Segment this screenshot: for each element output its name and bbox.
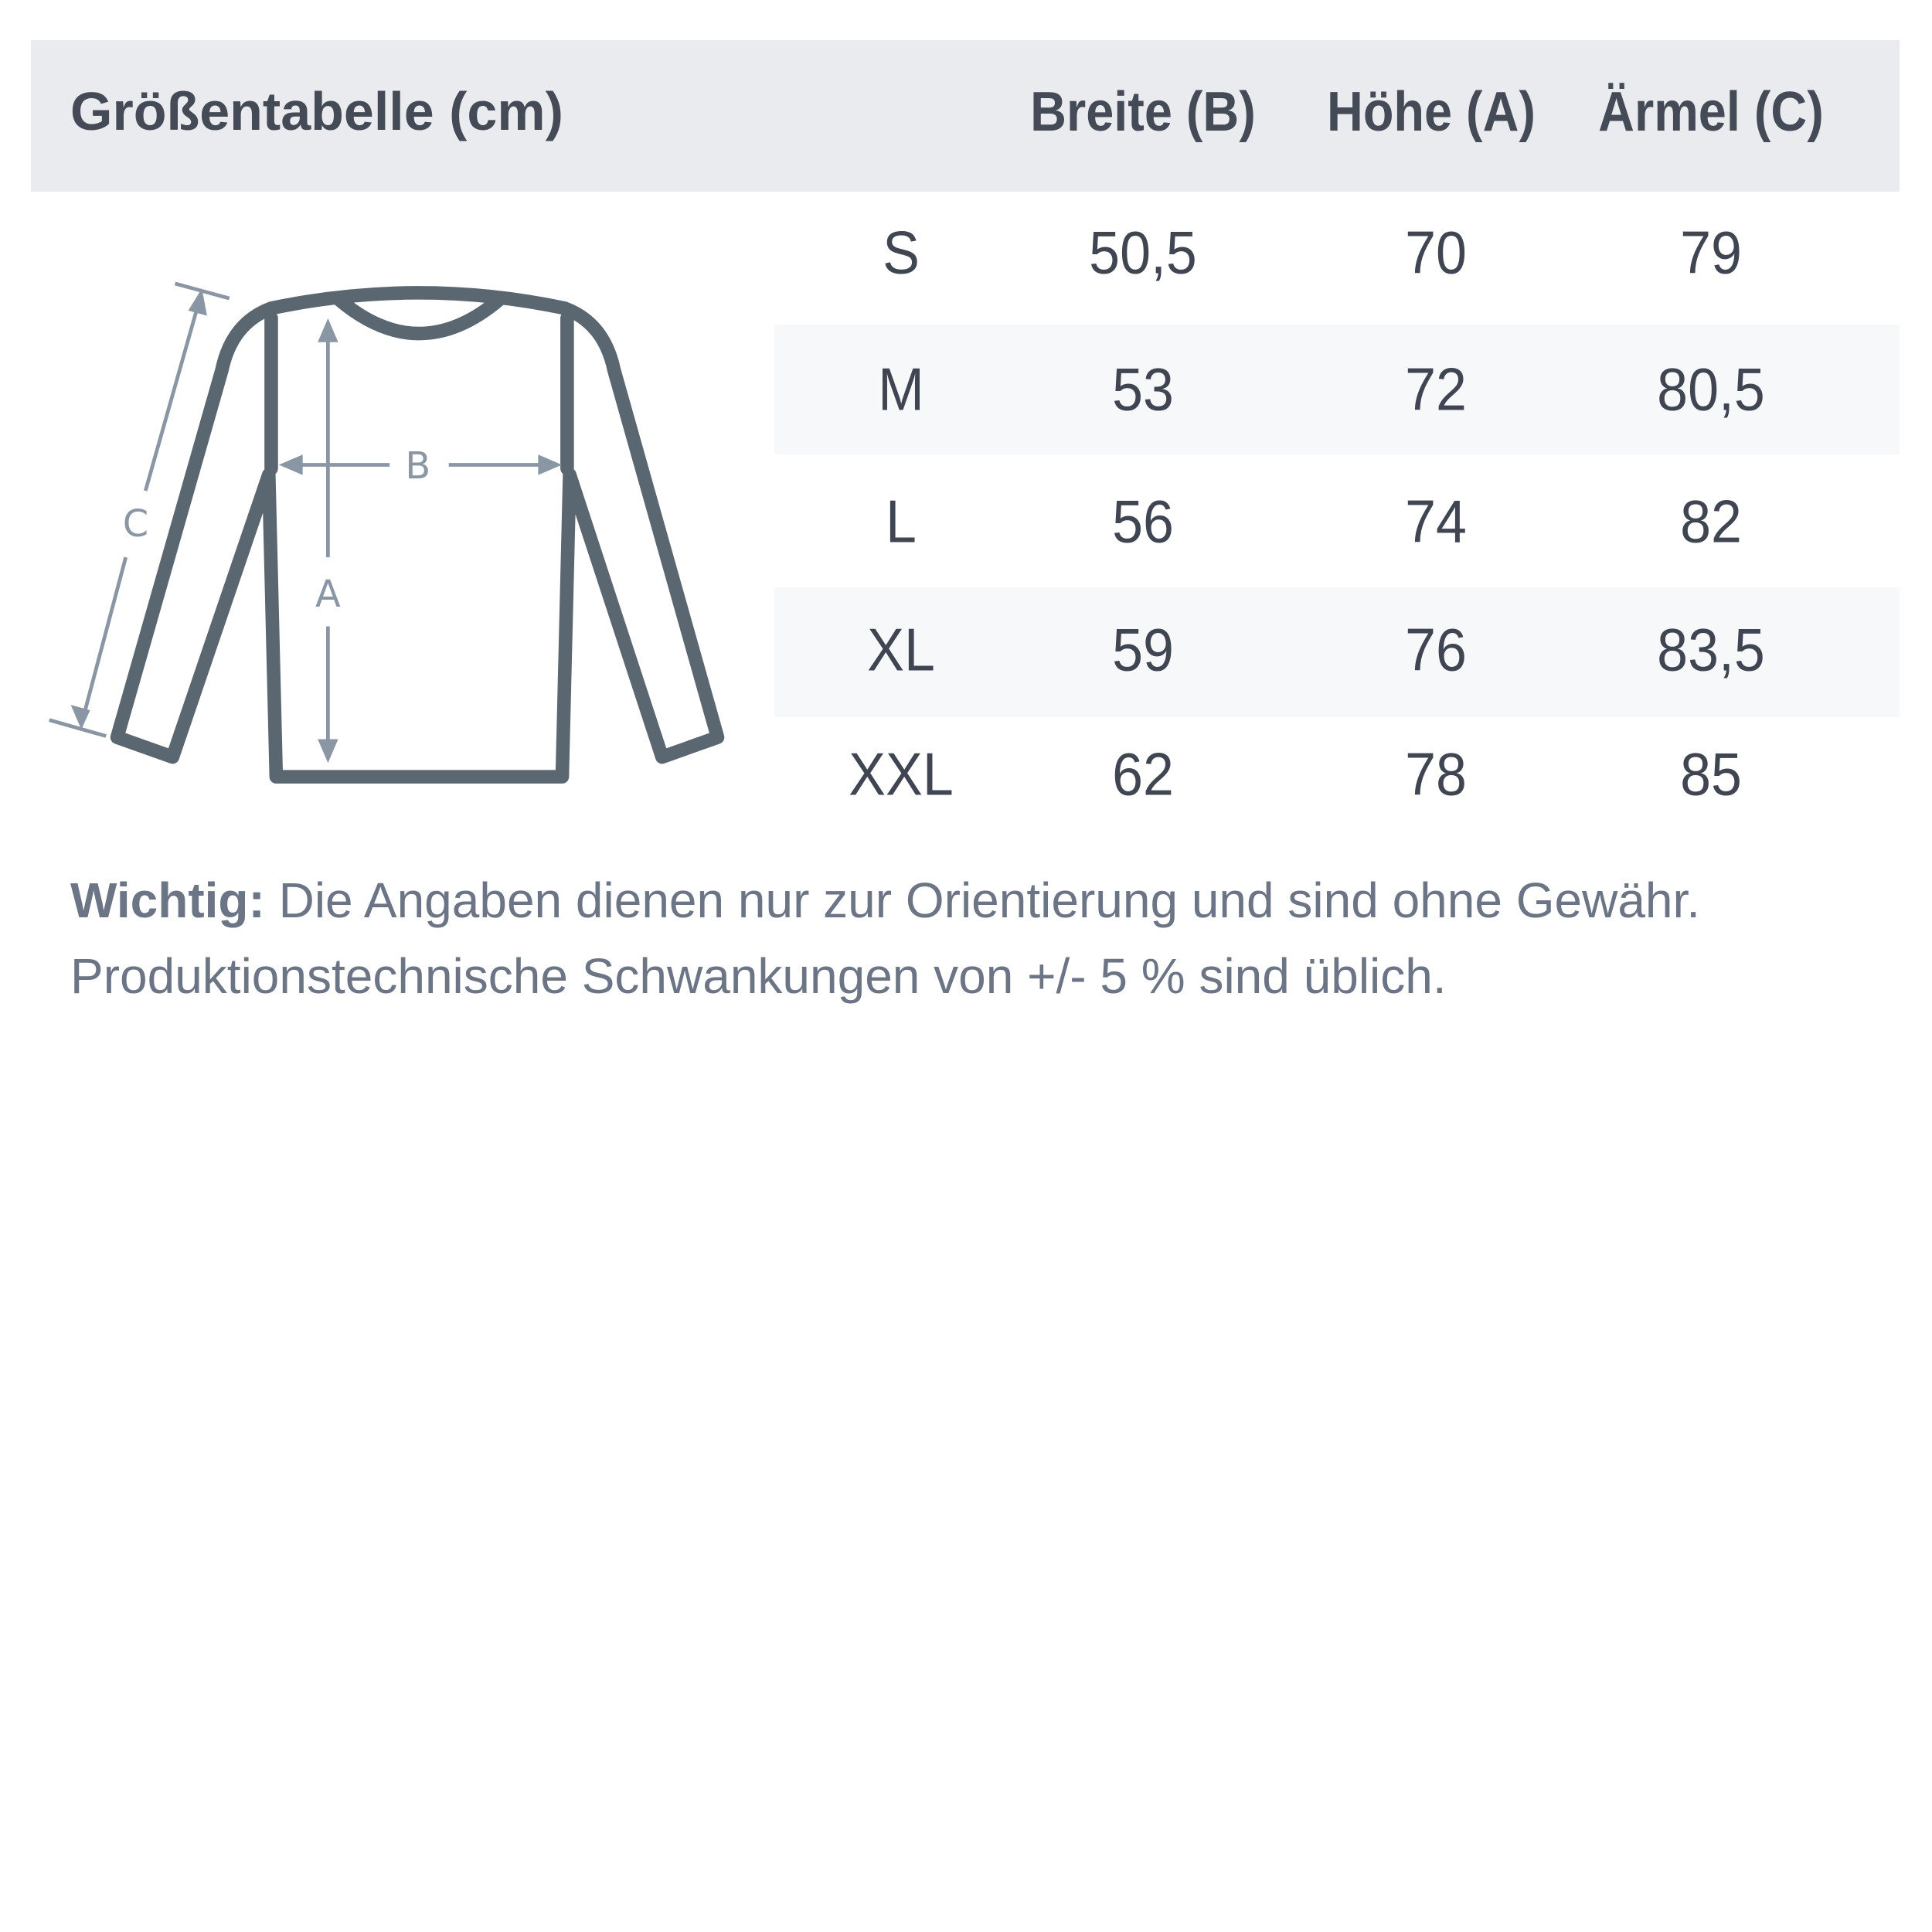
row-stripe-m (774, 325, 1900, 454)
cell-hoehe: 78 (1405, 740, 1467, 808)
cell-breite: 50,5 (1089, 218, 1197, 287)
sweater-outline (110, 286, 725, 784)
page-title: Größentabelle (cm) (70, 81, 563, 141)
tick-mark (174, 281, 230, 301)
arrow-head-icon (318, 739, 338, 764)
size-label: M (878, 355, 924, 423)
arrow-head-icon (538, 454, 563, 475)
size-label: L (886, 487, 917, 556)
note-line-1: Wichtig: Die Angaben dienen nur zur Orie… (70, 872, 1700, 929)
arrow-head-icon (188, 288, 207, 316)
note-text-1: Die Angaben dienen nur zur Orientierung … (264, 872, 1701, 928)
label-a: A (315, 573, 341, 616)
cell-aermel: 83,5 (1657, 615, 1765, 684)
cell-aermel: 79 (1680, 218, 1742, 287)
arrow-head-icon (318, 318, 338, 342)
cell-breite: 62 (1112, 740, 1174, 808)
cell-hoehe: 76 (1405, 615, 1467, 684)
column-header-hoehe: Höhe (A) (1327, 81, 1536, 143)
column-header-aermel: Ärmel (C) (1598, 81, 1824, 143)
cell-breite: 53 (1112, 355, 1174, 423)
column-header-breite: Breite (B) (1030, 81, 1256, 143)
arrow-head-icon (70, 705, 90, 730)
note-line-2: Produktionstechnische Schwankungen von +… (70, 948, 1447, 1004)
cell-hoehe: 72 (1405, 355, 1467, 423)
label-c: C (123, 503, 148, 546)
arrow-c-top (143, 302, 201, 492)
note-bold-label: Wichtig: (70, 872, 265, 928)
cell-aermel: 80,5 (1657, 355, 1765, 423)
tick-mark (49, 718, 107, 738)
cell-breite: 56 (1112, 487, 1174, 556)
row-stripe-xl (774, 587, 1900, 717)
cell-breite: 59 (1112, 615, 1174, 684)
arrow-c-bottom (82, 556, 128, 716)
measure-arrows (49, 281, 563, 764)
arrow-head-icon (278, 454, 303, 475)
label-b: B (405, 445, 430, 488)
cell-aermel: 85 (1680, 740, 1742, 808)
size-label: S (883, 218, 920, 287)
size-label: XXL (849, 740, 954, 808)
cell-aermel: 82 (1680, 487, 1742, 556)
cell-hoehe: 70 (1405, 218, 1467, 287)
table-header-band (31, 40, 1900, 192)
size-label: XL (867, 615, 935, 684)
cell-hoehe: 74 (1405, 487, 1467, 556)
